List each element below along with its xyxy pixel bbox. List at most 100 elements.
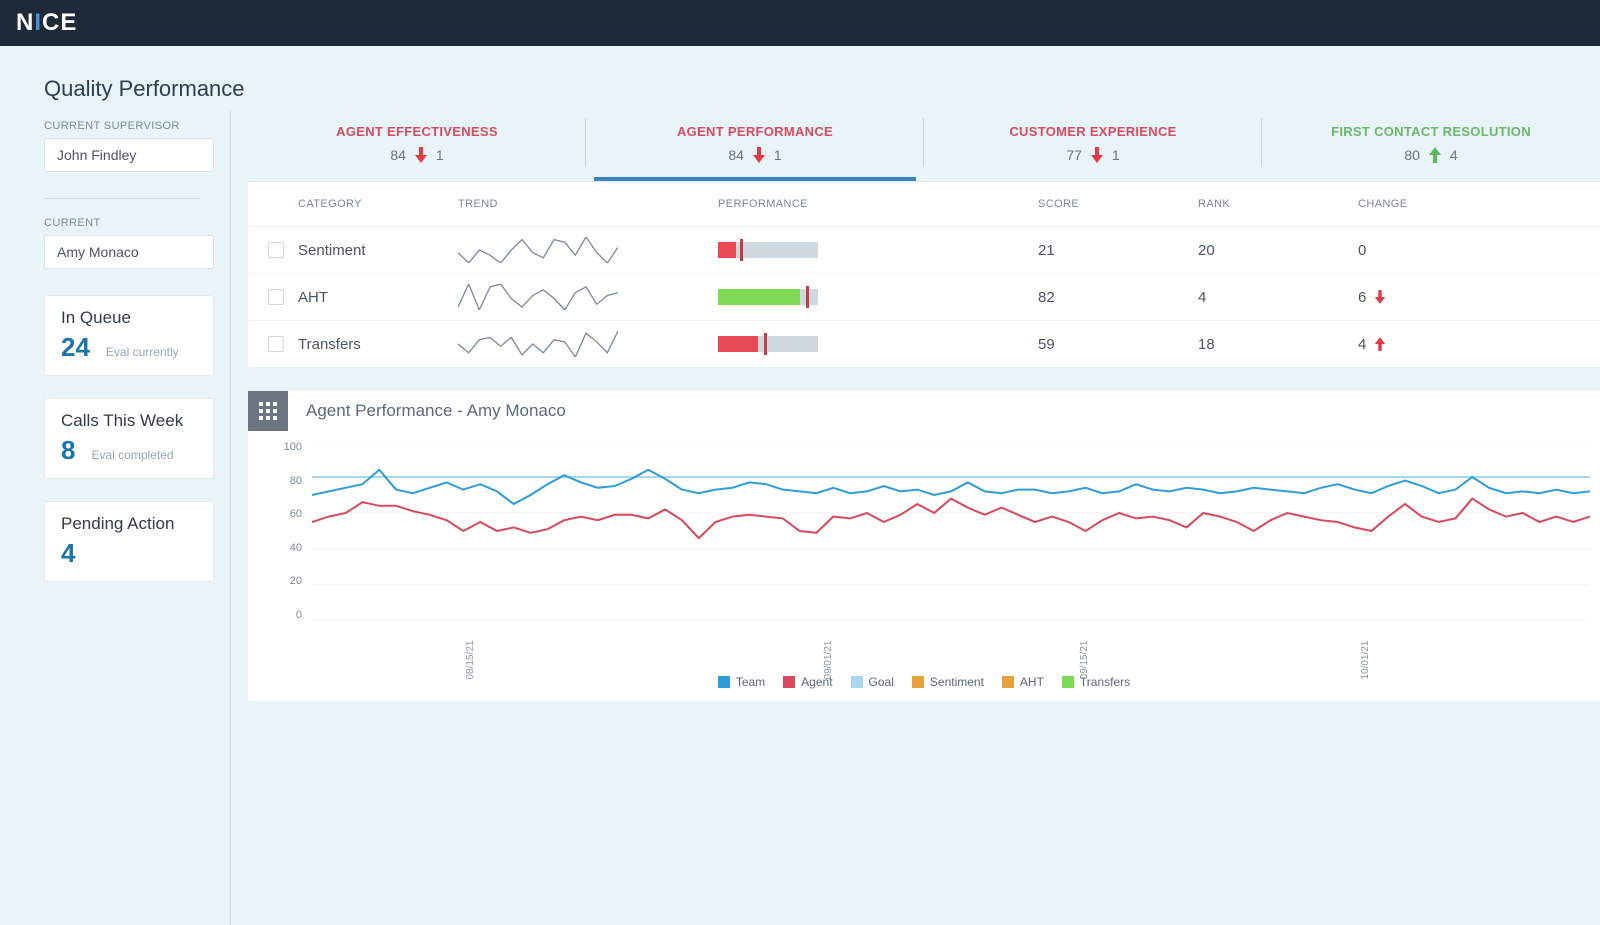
kpi-tabs: AGENT EFFECTIVENESS841AGENT PERFORMANCE8… (248, 114, 1600, 181)
row-checkbox[interactable] (268, 336, 284, 352)
legend-swatch (718, 676, 730, 688)
cell-score: 59 (1038, 336, 1198, 353)
col-change: CHANGE (1358, 198, 1498, 210)
cell-trend (458, 284, 718, 310)
legend-label: AHT (1020, 675, 1044, 689)
y-tick: 80 (272, 475, 302, 487)
change-arrow-icon (1374, 337, 1386, 351)
table-row: Transfers 59184 (248, 320, 1600, 367)
cell-category: Sentiment (298, 242, 458, 259)
col-performance: PERFORMANCE (718, 198, 1038, 210)
stat-value: 24 (61, 332, 90, 363)
cell-trend (458, 237, 718, 263)
chart-title: Agent Performance - Amy Monaco (306, 391, 566, 431)
x-tick: 10/01/21 (1360, 641, 1371, 680)
grid-view-button[interactable] (248, 391, 288, 431)
legend-label: Sentiment (930, 675, 984, 689)
kpi-label: AGENT PERFORMANCE (586, 124, 924, 139)
cell-rank: 4 (1198, 289, 1358, 306)
y-tick: 40 (272, 542, 302, 554)
stat-title: In Queue (61, 308, 197, 328)
y-tick: 0 (272, 609, 302, 621)
cell-change: 0 (1358, 242, 1498, 259)
cell-performance (718, 336, 1038, 352)
kpi-score: 80 (1404, 147, 1420, 163)
legend-label: Team (736, 675, 765, 689)
stat-sub: Eval currently (106, 345, 179, 359)
stat-title: Calls This Week (61, 411, 197, 431)
kpi-delta: 1 (436, 147, 444, 163)
grid-icon (259, 402, 277, 420)
legend-swatch (1062, 676, 1074, 688)
cell-rank: 20 (1198, 242, 1358, 259)
legend-item[interactable]: AHT (1002, 675, 1044, 689)
stat-value: 8 (61, 435, 75, 466)
legend-swatch (912, 676, 924, 688)
stat-sub: Eval completed (91, 448, 173, 462)
chart-legend: TeamAgentGoalSentimentAHTTransfers (248, 671, 1600, 689)
y-tick: 20 (272, 575, 302, 587)
y-tick: 60 (272, 508, 302, 520)
supervisor-select[interactable]: John Findley (44, 138, 214, 172)
legend-item[interactable]: Goal (851, 675, 894, 689)
legend-label: Goal (869, 675, 894, 689)
arrow-down-icon (414, 147, 428, 163)
brand-logo: NICE (16, 9, 77, 37)
arrow-down-icon (1090, 147, 1104, 163)
cell-score: 82 (1038, 289, 1198, 306)
kpi-score: 84 (728, 147, 744, 163)
kpi-tab[interactable]: FIRST CONTACT RESOLUTION 80 4 (1262, 114, 1600, 181)
row-checkbox[interactable] (268, 289, 284, 305)
table-row: Sentiment 21200 (248, 226, 1600, 273)
y-tick: 100 (272, 441, 302, 453)
kpi-score: 77 (1066, 147, 1082, 163)
kpi-label: AGENT EFFECTIVENESS (248, 124, 586, 139)
legend-item[interactable]: Transfers (1062, 675, 1130, 689)
legend-swatch (1002, 676, 1014, 688)
cell-change: 4 (1358, 336, 1498, 353)
table-row: AHT 8246 (248, 273, 1600, 320)
cell-change: 6 (1358, 289, 1498, 306)
col-trend: TREND (458, 198, 718, 210)
x-axis: 08/15/2109/01/2109/15/2110/01/21 (312, 629, 1590, 671)
kpi-values: 77 1 (924, 147, 1262, 163)
cell-rank: 18 (1198, 336, 1358, 353)
cell-category: AHT (298, 289, 458, 306)
stat-title: Pending Action (61, 514, 197, 534)
current-agent-select[interactable]: Amy Monaco (44, 235, 214, 269)
kpi-values: 84 1 (586, 147, 924, 163)
stat-card-pending: Pending Action 4 (44, 501, 214, 582)
cell-trend (458, 331, 718, 357)
category-table: CATEGORY TREND PERFORMANCE SCORE RANK CH… (248, 181, 1600, 367)
current-label: CURRENT (44, 217, 230, 229)
change-arrow-icon (1374, 290, 1386, 304)
y-axis: 100 80 60 40 20 0 (272, 441, 302, 621)
cell-score: 21 (1038, 242, 1198, 259)
stat-card-calls: Calls This Week 8 Eval completed (44, 398, 214, 479)
kpi-tab[interactable]: AGENT EFFECTIVENESS841 (248, 114, 586, 181)
kpi-label: CUSTOMER EXPERIENCE (924, 124, 1262, 139)
kpi-tab[interactable]: CUSTOMER EXPERIENCE 77 1 (924, 114, 1262, 181)
kpi-tab[interactable]: AGENT PERFORMANCE 84 1 (586, 114, 924, 181)
row-checkbox[interactable] (268, 242, 284, 258)
kpi-delta: 1 (1112, 147, 1120, 163)
cell-performance (718, 289, 1038, 305)
table-header: CATEGORY TREND PERFORMANCE SCORE RANK CH… (248, 182, 1600, 226)
col-category: CATEGORY (298, 198, 458, 210)
col-score: SCORE (1038, 198, 1198, 210)
kpi-label: FIRST CONTACT RESOLUTION (1262, 124, 1600, 139)
kpi-delta: 1 (774, 147, 782, 163)
kpi-values: 80 4 (1262, 147, 1600, 163)
x-tick: 09/01/21 (823, 641, 834, 680)
legend-item[interactable]: Team (718, 675, 765, 689)
plot-area (312, 441, 1590, 621)
arrow-up-icon (1428, 147, 1442, 163)
legend-swatch (851, 676, 863, 688)
cell-category: Transfers (298, 336, 458, 353)
chart-panel: Agent Performance - Amy Monaco 100 80 60 40… (248, 391, 1600, 701)
kpi-delta: 4 (1450, 147, 1458, 163)
cell-performance (718, 242, 1038, 258)
supervisor-label: CURRENT SUPERVISOR (44, 120, 230, 132)
legend-item[interactable]: Sentiment (912, 675, 984, 689)
page-title: Quality Performance (0, 46, 1600, 102)
